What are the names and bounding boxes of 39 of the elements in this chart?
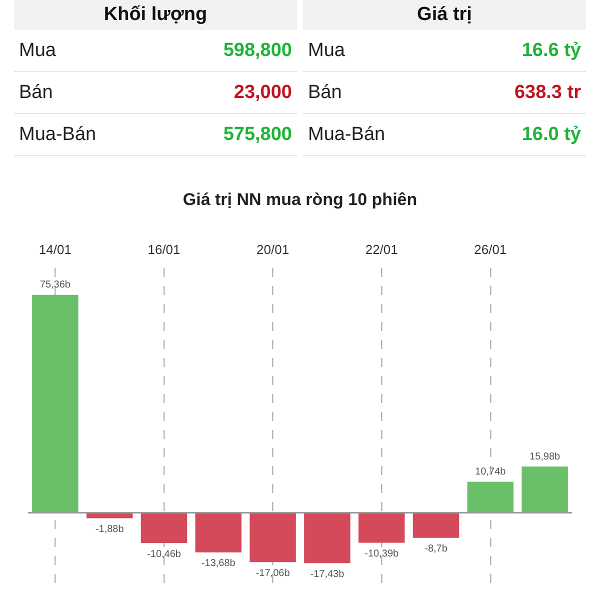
category-label: Bán: [19, 82, 53, 104]
data-label: 15,98b: [530, 451, 561, 462]
text: 16.0 tỷ: [522, 124, 581, 144]
bar: [304, 512, 350, 564]
category-label: Mua-Bán: [19, 124, 96, 146]
bar: [140, 512, 188, 544]
text: Giá trị: [303, 0, 586, 30]
data-label: -10,39b: [364, 548, 399, 560]
bar: [358, 512, 405, 543]
x-tick-label: 16/01: [148, 242, 180, 257]
text: 16.6 tỷ: [522, 40, 581, 60]
x-tick-label: 22/01: [365, 242, 398, 257]
bar: [412, 512, 460, 538]
data-label: -17,06b: [256, 568, 290, 579]
text: 638.3 tr: [514, 82, 581, 102]
x-tick-label: 26/01: [474, 242, 507, 257]
chart-title: Giá trị NN mua ròng 10 phiên: [182, 190, 418, 209]
text: Khối lượng: [14, 0, 297, 30]
bar: [32, 294, 78, 513]
bar: [467, 482, 514, 513]
x-tick-label: 20/01: [256, 242, 290, 257]
data-label: -13,68b: [201, 558, 236, 570]
category-label: Mua: [19, 40, 56, 62]
data-label: -10,46b: [147, 548, 182, 560]
text: 598,800: [223, 40, 292, 60]
data-label: -17,43b: [310, 568, 345, 580]
category-label: Bán: [308, 82, 342, 104]
data-label: 75,36b: [40, 280, 71, 291]
data-label: -1,88b: [95, 524, 124, 535]
data-label: 10,74b: [475, 466, 506, 478]
bar: [522, 466, 568, 513]
data-label: -8,7b: [424, 544, 448, 555]
x-tick-label: 14/01: [38, 242, 72, 257]
bar: [250, 512, 296, 562]
text: 575,800: [223, 124, 292, 144]
text: 23,000: [234, 82, 292, 102]
category-label: Mua-Bán: [308, 124, 386, 146]
category-label: Mua: [308, 40, 345, 62]
bar: [195, 512, 242, 552]
